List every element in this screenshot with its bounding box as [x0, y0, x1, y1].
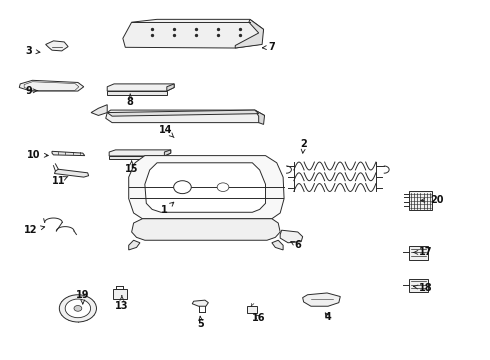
Text: 15: 15	[125, 161, 138, 174]
Text: 16: 16	[252, 313, 266, 323]
Circle shape	[65, 299, 91, 318]
Polygon shape	[109, 156, 164, 159]
Polygon shape	[109, 150, 171, 156]
Polygon shape	[107, 110, 259, 116]
Text: 9: 9	[25, 86, 38, 96]
Polygon shape	[255, 110, 265, 125]
Text: 2: 2	[300, 139, 307, 153]
Polygon shape	[107, 84, 174, 91]
Text: 17: 17	[414, 247, 433, 257]
Polygon shape	[107, 91, 167, 95]
Text: 6: 6	[291, 240, 301, 250]
Text: 11: 11	[51, 176, 68, 186]
Text: 4: 4	[325, 312, 331, 322]
Polygon shape	[272, 240, 283, 250]
Text: 18: 18	[414, 283, 433, 293]
Text: 14: 14	[159, 125, 174, 138]
Polygon shape	[192, 300, 208, 306]
Polygon shape	[303, 293, 340, 306]
Text: 8: 8	[127, 94, 134, 107]
Polygon shape	[167, 84, 174, 91]
Polygon shape	[52, 151, 85, 156]
Polygon shape	[235, 19, 264, 48]
Text: 13: 13	[115, 296, 128, 311]
Polygon shape	[409, 246, 428, 260]
Polygon shape	[280, 230, 303, 243]
Polygon shape	[145, 163, 266, 212]
Text: 12: 12	[24, 225, 45, 235]
Polygon shape	[123, 19, 264, 48]
Text: 20: 20	[421, 195, 443, 205]
Circle shape	[173, 181, 191, 194]
Polygon shape	[132, 219, 280, 240]
Polygon shape	[247, 306, 257, 314]
Text: 5: 5	[197, 316, 204, 329]
Text: 19: 19	[76, 291, 90, 304]
Polygon shape	[91, 105, 107, 116]
Circle shape	[59, 295, 97, 322]
Text: 3: 3	[25, 46, 40, 56]
Text: 10: 10	[27, 150, 48, 160]
Polygon shape	[19, 80, 84, 91]
Polygon shape	[409, 192, 432, 211]
Polygon shape	[106, 110, 265, 123]
Polygon shape	[46, 41, 68, 51]
Polygon shape	[129, 156, 284, 219]
Circle shape	[217, 183, 229, 192]
Text: 7: 7	[263, 42, 275, 52]
Polygon shape	[54, 169, 89, 177]
Polygon shape	[164, 150, 171, 156]
Circle shape	[74, 306, 82, 311]
Polygon shape	[113, 289, 127, 299]
Polygon shape	[409, 279, 428, 292]
Text: 1: 1	[161, 202, 174, 216]
Polygon shape	[129, 240, 140, 250]
